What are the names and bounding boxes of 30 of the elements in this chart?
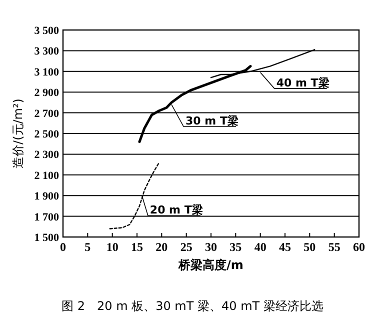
y-tick-label: 1 900 [34, 190, 60, 203]
x-tick-label: 45 [279, 240, 291, 254]
x-tick-label: 0 [60, 240, 66, 254]
annotation: 20 m T梁 [150, 204, 203, 217]
y-tick-label: 2 700 [34, 108, 60, 120]
y-tick-label: 2 100 [34, 170, 60, 182]
text: 图 2 20 m 板、30 mT 梁、40 mT 梁经济比选 [62, 299, 324, 313]
y-tick-label: 2 900 [34, 87, 60, 100]
x-tick-label: 25 [180, 240, 192, 254]
y-tick-label: 1 700 [34, 211, 60, 224]
x-axis-title: 桥梁高度/m [178, 258, 244, 272]
x-tick-label: 35 [230, 240, 242, 254]
x-tick-label: 5 [84, 240, 91, 254]
x-tick-label: 55 [328, 240, 340, 254]
y-axis-title: 造价/(元/m²) [11, 98, 25, 168]
x-tick-label: 15 [131, 240, 143, 254]
y-tick-label: 2 300 [34, 149, 60, 162]
x-tick-label: 30 [205, 240, 217, 254]
y-tick-label: 3 300 [34, 46, 60, 58]
y-tick-label: 2 500 [34, 128, 60, 140]
x-tick-label: 60 [353, 240, 365, 254]
annotation: 40 m T梁 [276, 76, 330, 90]
y-tick-label: 3 100 [34, 66, 60, 78]
x-tick-label: 20 [156, 240, 168, 254]
x-tick-label: 50 [304, 240, 316, 254]
annotation: 30 m T梁 [186, 114, 238, 128]
x-tick-label: 10 [106, 240, 118, 254]
x-tick-label: 40 [254, 240, 266, 254]
y-tick-label: 1 500 [34, 232, 60, 244]
y-tick-label: 3 500 [34, 25, 60, 37]
